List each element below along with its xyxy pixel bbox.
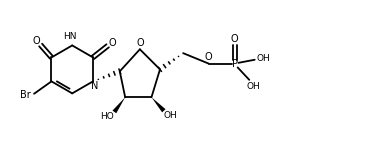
Text: O: O	[109, 38, 116, 48]
Text: OH: OH	[246, 81, 260, 91]
Text: N: N	[91, 81, 99, 91]
Polygon shape	[113, 97, 125, 113]
Text: P: P	[232, 59, 237, 69]
Text: OH: OH	[256, 54, 270, 63]
Text: O: O	[32, 36, 40, 46]
Text: HN: HN	[64, 32, 77, 41]
Text: O: O	[231, 34, 238, 44]
Text: OH: OH	[164, 111, 178, 120]
Polygon shape	[151, 97, 166, 112]
Text: O: O	[204, 52, 212, 62]
Text: HO: HO	[100, 112, 114, 121]
Text: O: O	[137, 38, 144, 48]
Text: Br: Br	[20, 90, 31, 100]
